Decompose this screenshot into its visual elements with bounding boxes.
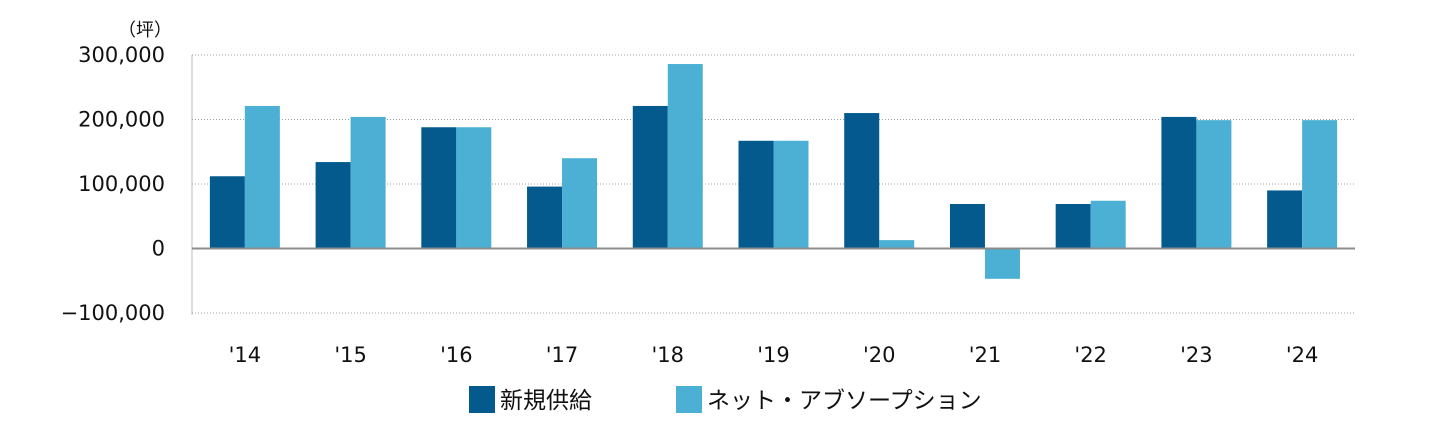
bar-net-absorption [244,105,280,249]
y-tick-label: 300,000 [78,43,165,67]
y-tick-label: −100,000 [61,301,165,325]
y-axis: 300,000 200,000 100,000 0 −100,000 [61,43,165,325]
legend-label: 新規供給 [500,388,592,414]
legend: 新規供給 ネット・アブソープション [469,386,982,414]
bar-net-absorption [350,116,386,249]
bar-net-absorption [667,64,703,249]
bar-new-supply [209,176,245,249]
bar-net-absorption [984,248,1020,279]
x-tick-label: '17 [546,343,579,367]
x-tick-label: '22 [1074,343,1107,367]
bar-net-absorption [1090,200,1126,249]
bar-new-supply [1267,190,1303,249]
x-tick-label: '16 [440,343,473,367]
x-tick-label: '14 [229,343,262,367]
bar-new-supply [527,186,563,249]
bar-net-absorption [879,240,915,249]
y-tick-label: 100,000 [78,172,165,196]
bar-net-absorption [456,127,492,249]
unit-label: （坪） [118,20,172,41]
gridlines [191,54,1355,315]
legend-label: ネット・アブソープション [707,388,982,414]
bar-new-supply [632,105,668,249]
bar-new-supply [1055,203,1091,249]
legend-swatch [676,386,702,413]
bar-net-absorption [1302,120,1338,249]
x-tick-label: '18 [652,343,685,367]
x-axis-labels: '14 '15 '16 '17 '18 '19 '20 '21 '22 '23 '24 [229,343,1319,367]
bar-new-supply [738,140,774,249]
x-tick-label: '21 [969,343,1002,367]
bar-new-supply [844,113,880,249]
bar-new-supply [949,203,985,249]
bar-new-supply [1161,116,1197,249]
x-tick-label: '24 [1286,343,1319,367]
bar-net-absorption [1196,120,1232,249]
x-tick-label: '15 [334,343,367,367]
bar-new-supply [315,162,351,249]
bar-net-absorption [773,140,809,249]
bar-new-supply [421,127,457,249]
y-tick-label: 0 [152,237,165,261]
x-tick-label: '19 [757,343,790,367]
y-tick-label: 200,000 [78,108,165,132]
x-tick-label: '20 [863,343,896,367]
x-tick-label: '23 [1180,343,1213,367]
bars [209,64,1338,279]
bar-net-absorption [562,158,598,249]
legend-swatch [469,386,495,413]
